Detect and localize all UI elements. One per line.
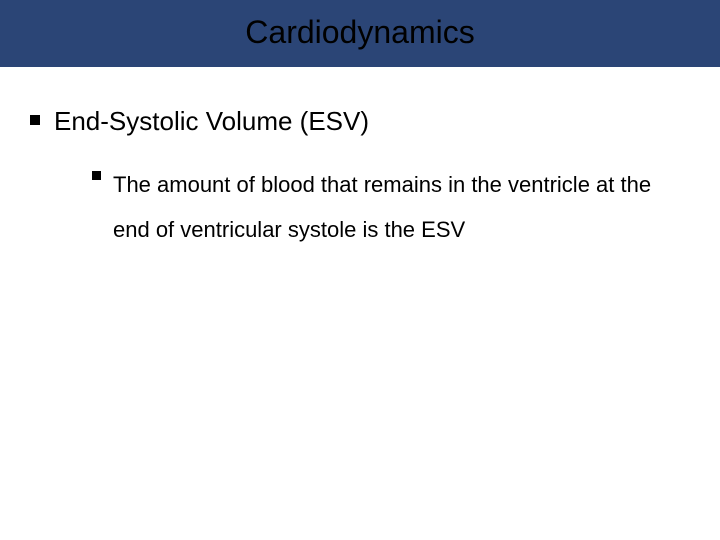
bullet-level1: End-Systolic Volume (ESV) [30,105,690,138]
square-bullet-icon [30,115,40,125]
title-bar: Cardiodynamics [0,0,720,67]
bullet-level2-wrap: The amount of blood that remains in the … [30,162,690,252]
slide-content: End-Systolic Volume (ESV) The amount of … [0,67,720,252]
bullet-level2: The amount of blood that remains in the … [92,162,690,252]
square-bullet-icon [92,171,101,180]
slide-title: Cardiodynamics [245,14,474,50]
bullet-level2-text: The amount of blood that remains in the … [113,162,673,252]
bullet-level1-text: End-Systolic Volume (ESV) [54,105,369,138]
